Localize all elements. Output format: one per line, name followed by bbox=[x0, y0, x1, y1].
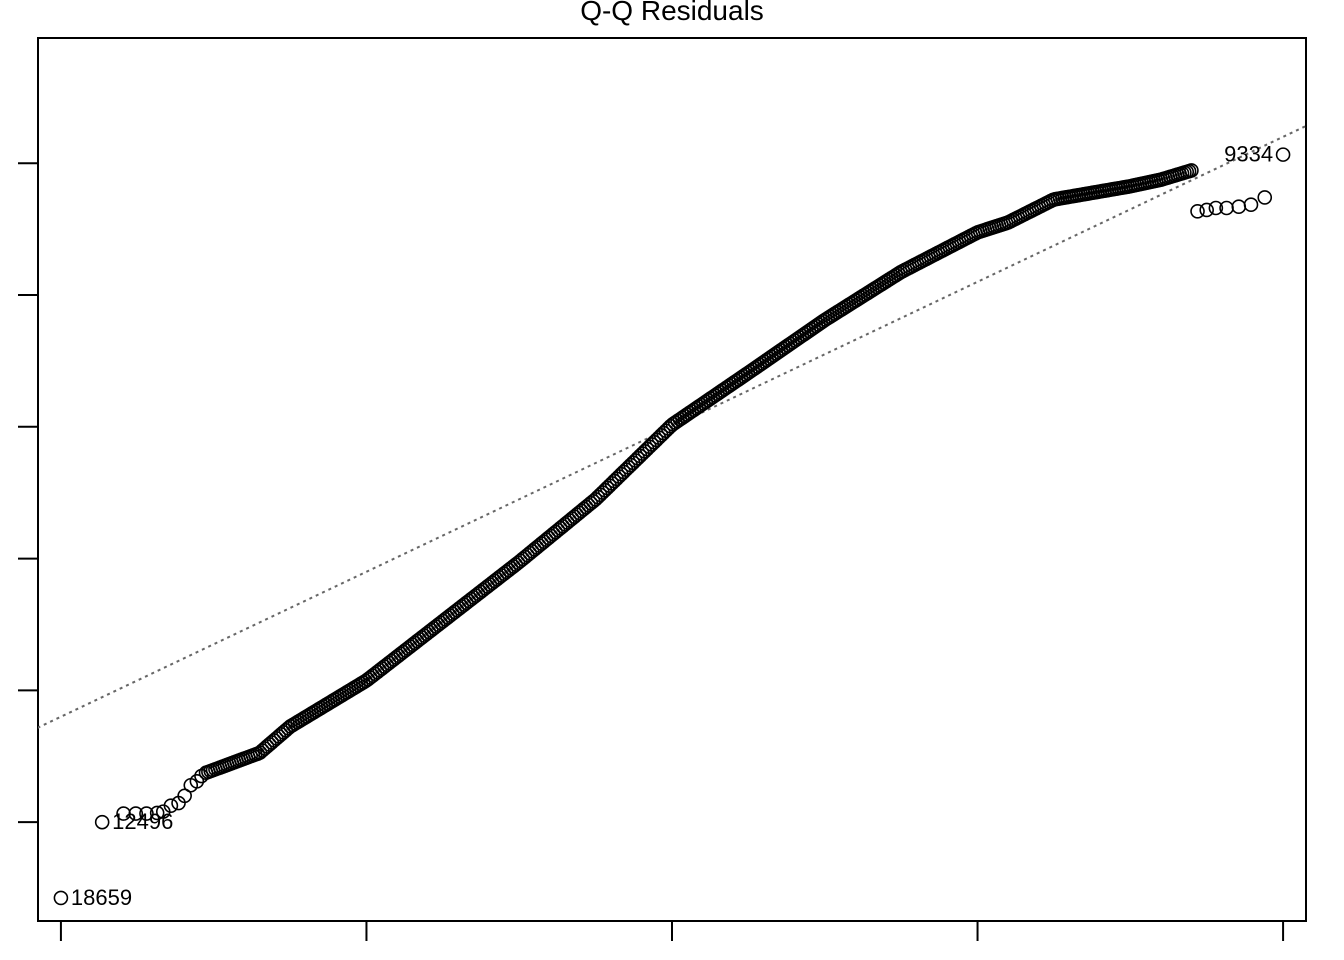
qq-point bbox=[1199, 202, 1214, 218]
y-axis bbox=[18, 162, 38, 824]
plot-frame bbox=[37, 37, 1307, 922]
outlier-label: 12496 bbox=[112, 809, 173, 834]
qq-point bbox=[1190, 204, 1205, 219]
qq-point bbox=[128, 806, 144, 821]
qq-point bbox=[139, 806, 154, 821]
qq-point-outlier bbox=[1275, 147, 1291, 162]
qq-point bbox=[1243, 197, 1259, 213]
qq-point bbox=[149, 805, 165, 821]
outlier-label: 9334 bbox=[1224, 142, 1273, 167]
points-layer bbox=[53, 147, 1291, 906]
qq-point bbox=[189, 774, 205, 789]
chart-title: Q-Q Residuals bbox=[580, 0, 764, 26]
qq-point bbox=[163, 798, 179, 813]
qq-point bbox=[1257, 190, 1273, 205]
qq-point bbox=[1184, 163, 1199, 178]
outlier-label: 18659 bbox=[71, 885, 132, 910]
x-axis bbox=[59, 921, 1285, 941]
qq-point-outlier bbox=[53, 890, 69, 906]
qq-point bbox=[1208, 200, 1224, 216]
qq-point-outlier bbox=[94, 814, 110, 830]
qq-point bbox=[177, 788, 192, 804]
qq-point bbox=[1231, 199, 1247, 214]
qq-point bbox=[194, 768, 209, 784]
point-labels: 18659 12496 9334 bbox=[71, 142, 1273, 910]
